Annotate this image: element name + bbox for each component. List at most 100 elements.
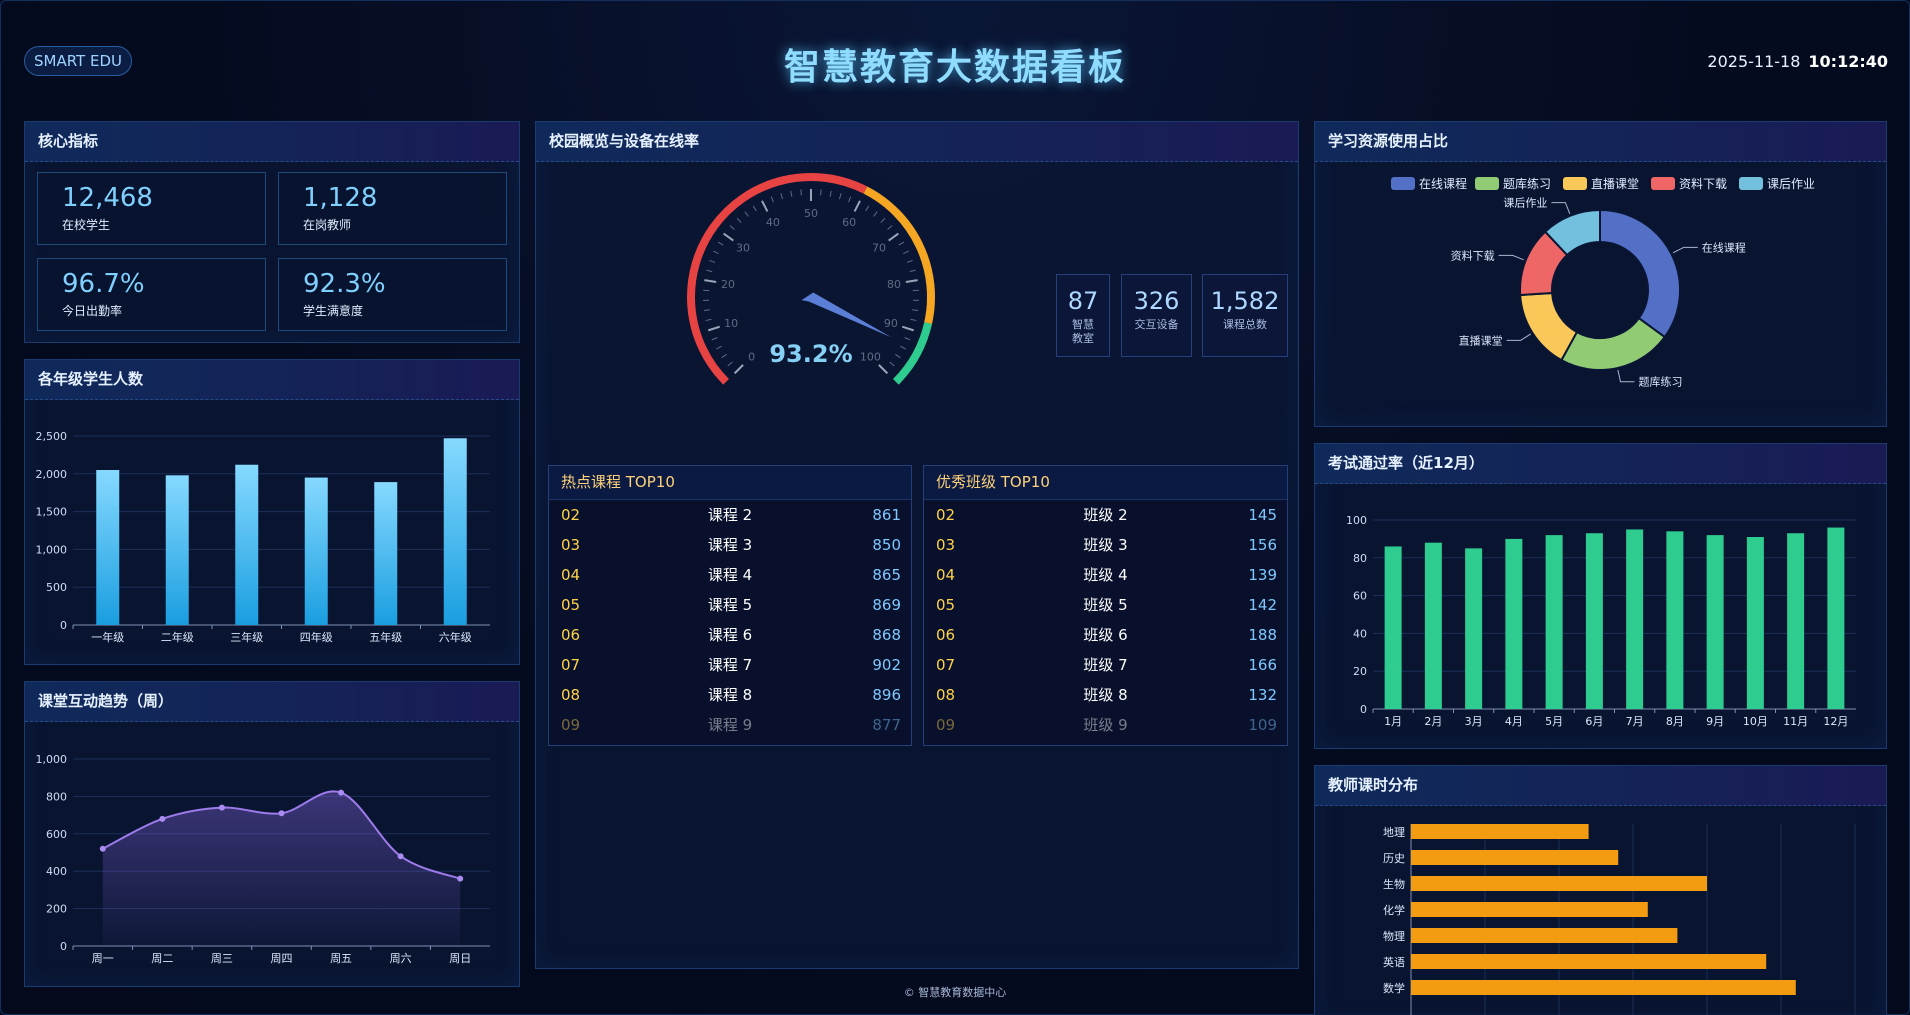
x-tick-label: 1月 <box>1384 715 1402 728</box>
y-tick-label: 600 <box>46 828 67 841</box>
list-item[interactable]: 03 课程 3 850 <box>549 530 911 560</box>
list-title: 优秀班级 TOP10 <box>924 466 1287 500</box>
gauge-minor-tick <box>770 196 774 203</box>
list-item[interactable]: 07 班级 7 166 <box>924 650 1287 680</box>
list-item[interactable]: 05 课程 5 869 <box>549 590 911 620</box>
donut-label: 课后作业 <box>1503 197 1547 210</box>
item-name: 班级 5 <box>1083 596 1128 614</box>
gauge-band <box>892 322 933 385</box>
brand-badge: SMART EDU <box>24 46 132 76</box>
item-value: 166 <box>1248 656 1277 674</box>
rank-number: 04 <box>936 566 956 584</box>
legend-swatch <box>1475 177 1499 190</box>
gauge-minor-tick <box>887 225 893 230</box>
item-name: 班级 6 <box>1083 626 1128 644</box>
list-item[interactable]: 08 班级 8 132 <box>924 680 1287 710</box>
bar <box>1666 531 1684 709</box>
donut-leader-line <box>1672 246 1698 254</box>
gauge-major-tick <box>733 364 744 375</box>
donut-leader-line <box>1551 202 1571 214</box>
gauge-minor-tick <box>829 190 832 197</box>
gauge-minor-tick <box>880 217 886 223</box>
trend-point <box>397 853 404 860</box>
donut-slice <box>1543 208 1601 257</box>
teacher-hours-panel: 教师课时分布 地理 历史 生物 化学 物理 英语 数学 <box>1314 765 1887 1015</box>
kpi-label: 学生满意度 <box>303 304 364 318</box>
list-item[interactable]: 05 班级 5 142 <box>924 590 1287 620</box>
item-value: 156 <box>1248 536 1277 554</box>
list-item[interactable]: 03 班级 3 156 <box>924 530 1287 560</box>
gauge-minor-tick <box>717 241 724 246</box>
bar <box>1424 542 1442 709</box>
list-item[interactable]: 08 课程 8 896 <box>549 680 911 710</box>
rank-number: 05 <box>936 596 956 614</box>
y-tick-label: 物理 <box>1383 929 1405 943</box>
list-item[interactable]: 07 课程 7 902 <box>549 650 911 680</box>
y-tick-label: 生物 <box>1383 877 1405 891</box>
y-tick-label: 1,000 <box>36 543 68 556</box>
kpi-satisfaction: 92.3% 学生满意度 <box>278 258 507 331</box>
list-item[interactable]: 06 课程 6 868 <box>549 620 911 650</box>
x-tick-label: 6月 <box>1585 715 1603 728</box>
donut-leader-line <box>1498 254 1524 261</box>
gauge-minor-tick <box>910 318 917 322</box>
bar <box>1505 538 1523 709</box>
gauge-minor-tick <box>709 259 716 263</box>
x-tick-label: 一年级 <box>91 630 124 644</box>
list-item[interactable]: 04 课程 4 865 <box>549 560 911 590</box>
item-name: 课程 7 <box>707 656 753 674</box>
gauge-minor-tick <box>838 193 842 200</box>
stat-value: 1,582 <box>1210 287 1280 315</box>
legend-label: 题库练习 <box>1503 176 1551 191</box>
gauge-tick-label: 80 <box>887 278 901 291</box>
list-item[interactable]: 06 班级 6 188 <box>924 620 1287 650</box>
gauge-minor-tick <box>800 189 802 196</box>
rank-number: 06 <box>936 626 956 644</box>
kpi-teachers: 1,128 在岗教师 <box>278 172 507 245</box>
gauge-minor-tick <box>898 241 905 246</box>
rank-number: 03 <box>936 536 956 554</box>
list-item[interactable]: 02 课程 2 861 <box>549 500 911 530</box>
bar <box>1545 535 1563 709</box>
gauge-minor-tick <box>873 211 878 217</box>
trend-area-chart: 0 200 400 600 800 1,000 周一 周二 周三 周四 周五 周六 周日 <box>36 753 490 965</box>
clock-date: 2025-11-18 <box>1707 52 1801 71</box>
bar <box>1411 824 1589 839</box>
rank-number: 03 <box>561 536 581 554</box>
donut-label: 直播课堂 <box>1459 333 1503 347</box>
gauge-minor-tick <box>903 250 909 255</box>
gauge-major-tick <box>761 200 769 212</box>
kpi-label: 在岗教师 <box>303 218 352 232</box>
item-name: 课程 3 <box>707 536 753 554</box>
stat-devices: 326 交互设备 <box>1121 274 1192 357</box>
gauge-tick-label: 40 <box>766 216 780 229</box>
y-tick-label: 2,000 <box>36 468 68 481</box>
item-value: 869 <box>872 596 901 614</box>
legend-swatch <box>1739 177 1763 190</box>
y-tick-label: 40 <box>1353 627 1367 640</box>
gauge-tick-label: 20 <box>721 278 735 291</box>
stat-value: 87 <box>1067 287 1099 315</box>
y-tick-label: 1,500 <box>36 506 68 519</box>
x-tick-label: 周日 <box>449 952 471 965</box>
list-item[interactable]: 04 班级 4 139 <box>924 560 1287 590</box>
list-item[interactable]: 09 班级 9 109 <box>924 710 1287 740</box>
gauge-tick-label: 0 <box>748 350 755 363</box>
list-item[interactable]: 09 课程 9 877 <box>549 710 911 740</box>
rank-number: 05 <box>561 596 581 614</box>
list-item[interactable]: 02 班级 2 145 <box>924 500 1287 530</box>
item-value: 902 <box>872 656 901 674</box>
y-tick-label: 0 <box>60 940 67 953</box>
trend-area <box>102 791 461 946</box>
item-name: 课程 9 <box>707 716 753 734</box>
gauge-minor-tick <box>721 353 727 359</box>
resource-usage-panel: 学习资源使用占比 在线课程 题库练习 直播课堂 资料下载 课后作业 在线课程 题库练习 直播课… <box>1314 121 1887 427</box>
rank-number: 07 <box>561 656 581 674</box>
x-tick-label: 10月 <box>1743 715 1768 728</box>
gauge-minor-tick <box>780 193 784 200</box>
x-tick-label: 五年级 <box>369 630 402 644</box>
x-tick-label: 周六 <box>390 952 412 965</box>
x-tick-label: 周三 <box>211 952 233 965</box>
